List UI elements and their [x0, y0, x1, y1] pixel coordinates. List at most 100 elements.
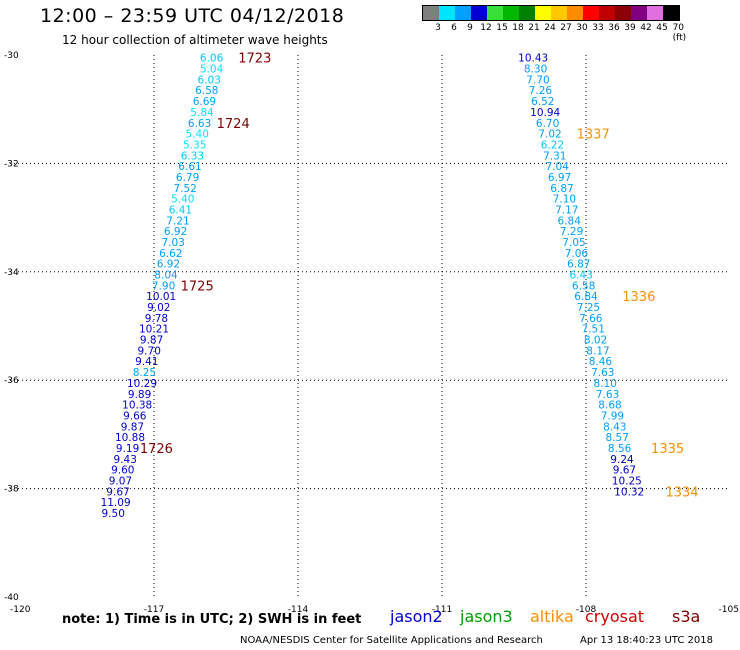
track-b-value: 6.84: [574, 291, 598, 303]
color-scale-label: 30: [576, 23, 588, 33]
track-a-value: 7.21: [166, 215, 189, 227]
color-swatch: [663, 6, 679, 20]
track-b-value: 7.17: [555, 204, 578, 216]
track-b-value: 7.63: [596, 389, 619, 401]
x-tick-label: -114: [288, 605, 309, 615]
grid-lines: [10, 55, 730, 597]
track-b-value: 10.32: [614, 486, 644, 498]
track-b-value: 7.25: [577, 302, 600, 314]
color-scale-label: 70 (ft): [672, 23, 687, 43]
track-a-value: 6.92: [157, 259, 180, 271]
track-a-value: 9.87: [140, 335, 163, 347]
legend-item-jason2: jason2: [390, 607, 443, 626]
track-b-value: 8.02: [584, 335, 607, 347]
color-scale: 3 6 9 12 15 18 21 24 27 30 33 36 39 42 45 70 (ft): [422, 5, 686, 43]
track-b-value: 7.05: [562, 237, 585, 249]
track-a-value: 6.41: [169, 204, 192, 216]
track-b-value: 10.25: [612, 475, 642, 487]
track-a-value: 9.66: [123, 410, 147, 422]
legend-item-jason3: jason3: [460, 607, 513, 626]
color-scale-label: 36: [608, 23, 620, 33]
color-scale-labels: 3 6 9 12 15 18 21 24 27 30 33 36 39 42 45 70 (ft): [422, 23, 686, 43]
track-b-value: 6.84: [558, 215, 582, 227]
track-b-value: 7.63: [591, 367, 614, 379]
track-a-value: 9.07: [109, 475, 132, 487]
color-scale-swatches: [422, 5, 680, 21]
legend-item-altika: altika: [530, 607, 574, 626]
pass-time-label: 1724: [217, 117, 250, 132]
chart-subtitle: 12 hour collection of altimeter wave hei…: [62, 33, 328, 47]
y-tick-label: -32: [4, 159, 19, 169]
pass-time-label: 1725: [181, 279, 214, 294]
track-b-value: 7.10: [553, 194, 576, 206]
track-a-value: 9.70: [138, 345, 161, 357]
x-tick-label: -105: [719, 605, 739, 615]
color-swatch: [583, 6, 599, 20]
credit-text: NOAA/NESDIS Center for Satellite Applica…: [240, 635, 543, 646]
track-b-value: 8.56: [608, 443, 632, 455]
y-tick-label: -30: [4, 51, 19, 61]
track-b-value: 8.30: [524, 64, 547, 76]
color-scale-label: 45: [656, 23, 668, 33]
color-swatch: [455, 6, 471, 20]
track-b-value: 6.97: [548, 172, 571, 184]
color-swatch: [631, 6, 647, 20]
track-a-value: 9.43: [114, 454, 137, 466]
track-a-value: 5.40: [171, 194, 194, 206]
color-scale-label: 3: [435, 23, 441, 33]
color-swatch: [615, 6, 631, 20]
track-a-value: 5.84: [190, 107, 214, 119]
track-a-value: 7.90: [152, 280, 175, 292]
color-swatch: [439, 6, 455, 20]
y-tick-label: -38: [4, 485, 19, 495]
color-scale-label: 15: [496, 23, 508, 33]
track-b-value: 7.31: [543, 150, 566, 162]
color-scale-label: 12: [480, 23, 492, 33]
track-a-value: 6.03: [198, 74, 221, 86]
wave-height-labels: 6.065.046.036.586.695.846.635.405.356.33…: [101, 53, 645, 520]
track-a-value: 9.67: [106, 486, 129, 498]
track-a-value: 6.62: [159, 248, 182, 260]
track-a-value: 9.02: [147, 302, 170, 314]
track-b-value: 8.17: [586, 345, 609, 357]
track-a-value: 8.04: [154, 270, 178, 282]
y-tick-label: -36: [4, 376, 19, 386]
track-b-value: 7.06: [565, 248, 589, 260]
track-b-value: 8.46: [589, 356, 613, 368]
track-a-value: 11.09: [101, 497, 131, 509]
pass-time-label: 1726: [140, 442, 173, 457]
track-a-value: 6.06: [200, 53, 224, 65]
x-tick-label: -108: [576, 605, 597, 615]
legend-item-s3a: s3a: [672, 607, 701, 626]
x-tick-label: -117: [144, 605, 164, 615]
color-swatch: [647, 6, 663, 20]
track-a-value: 9.60: [111, 465, 134, 477]
track-b-value: 9.24: [610, 454, 634, 466]
pass-time-label: 1334: [665, 485, 698, 500]
color-swatch: [519, 6, 535, 20]
color-swatch: [487, 6, 503, 20]
track-a-value: 8.25: [133, 367, 156, 379]
color-scale-label: 27: [560, 23, 572, 33]
track-b-value: 7.99: [601, 410, 624, 422]
track-b-value: 10.43: [518, 53, 548, 65]
track-a-value: 10.01: [146, 291, 176, 303]
track-a-value: 9.19: [116, 443, 139, 455]
color-scale-label: 33: [592, 23, 604, 33]
track-a-value: 6.92: [164, 226, 187, 238]
y-tick-label: -40: [4, 593, 19, 603]
color-scale-label: 6: [451, 23, 457, 33]
track-a-value: 10.38: [122, 400, 152, 412]
pass-time-label: 1335: [651, 442, 684, 457]
x-tick-label: -120: [10, 605, 31, 615]
track-a-value: 9.87: [121, 421, 144, 433]
color-scale-label: 21: [528, 23, 540, 33]
track-a-value: 9.78: [145, 313, 168, 325]
track-b-value: 7.29: [560, 226, 583, 238]
track-a-value: 6.69: [193, 96, 216, 108]
color-scale-label: 39: [624, 23, 636, 33]
track-a-value: 5.35: [183, 139, 206, 151]
track-a-value: 7.52: [174, 183, 197, 195]
color-scale-label: 24: [544, 23, 556, 33]
